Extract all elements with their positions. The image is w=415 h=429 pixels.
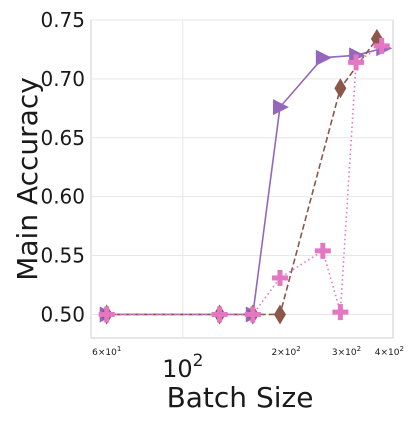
plus-marker	[217, 306, 223, 323]
plus-marker	[353, 54, 359, 71]
series-group	[98, 37, 390, 323]
y-tick-label: 0.65	[40, 126, 85, 150]
y-axis-title: Main Accuracy	[11, 77, 44, 281]
y-tick-label: 0.55	[40, 244, 85, 268]
series-layer	[98, 28, 393, 325]
series-line	[106, 38, 378, 316]
diamond-marker	[334, 78, 347, 99]
y-tick-label: 0.50	[40, 302, 85, 326]
x-tick-label-minor: 4×102	[375, 345, 404, 358]
plus-marker	[277, 269, 283, 286]
x-tick-labels: 6×101 2×102 3×102 4×102 102	[92, 345, 404, 383]
triangle-marker	[315, 49, 332, 66]
x-tick-label-minor: 6×101	[92, 345, 121, 358]
x-tick-label-minor: 3×102	[332, 345, 361, 358]
y-tick-label: 0.75	[40, 8, 85, 32]
plus-marker	[250, 306, 256, 323]
x-tick-label-major: 102	[162, 351, 203, 383]
y-tick-label: 0.70	[40, 67, 85, 91]
triangle-marker	[272, 99, 289, 116]
plus-marker	[379, 37, 385, 54]
plus-marker	[337, 304, 343, 321]
x-axis-title: Batch Size	[167, 381, 314, 414]
plus-marker	[104, 306, 110, 323]
y-tick-labels: 0.50 0.55 0.60 0.65 0.70 0.75	[40, 8, 85, 326]
diamond-marker	[273, 304, 286, 325]
gridlines	[91, 19, 393, 338]
x-tick-label-minor: 2×102	[271, 345, 300, 358]
plus-marker	[320, 242, 326, 259]
y-tick-label: 0.60	[40, 185, 85, 209]
plot-area	[90, 19, 394, 339]
